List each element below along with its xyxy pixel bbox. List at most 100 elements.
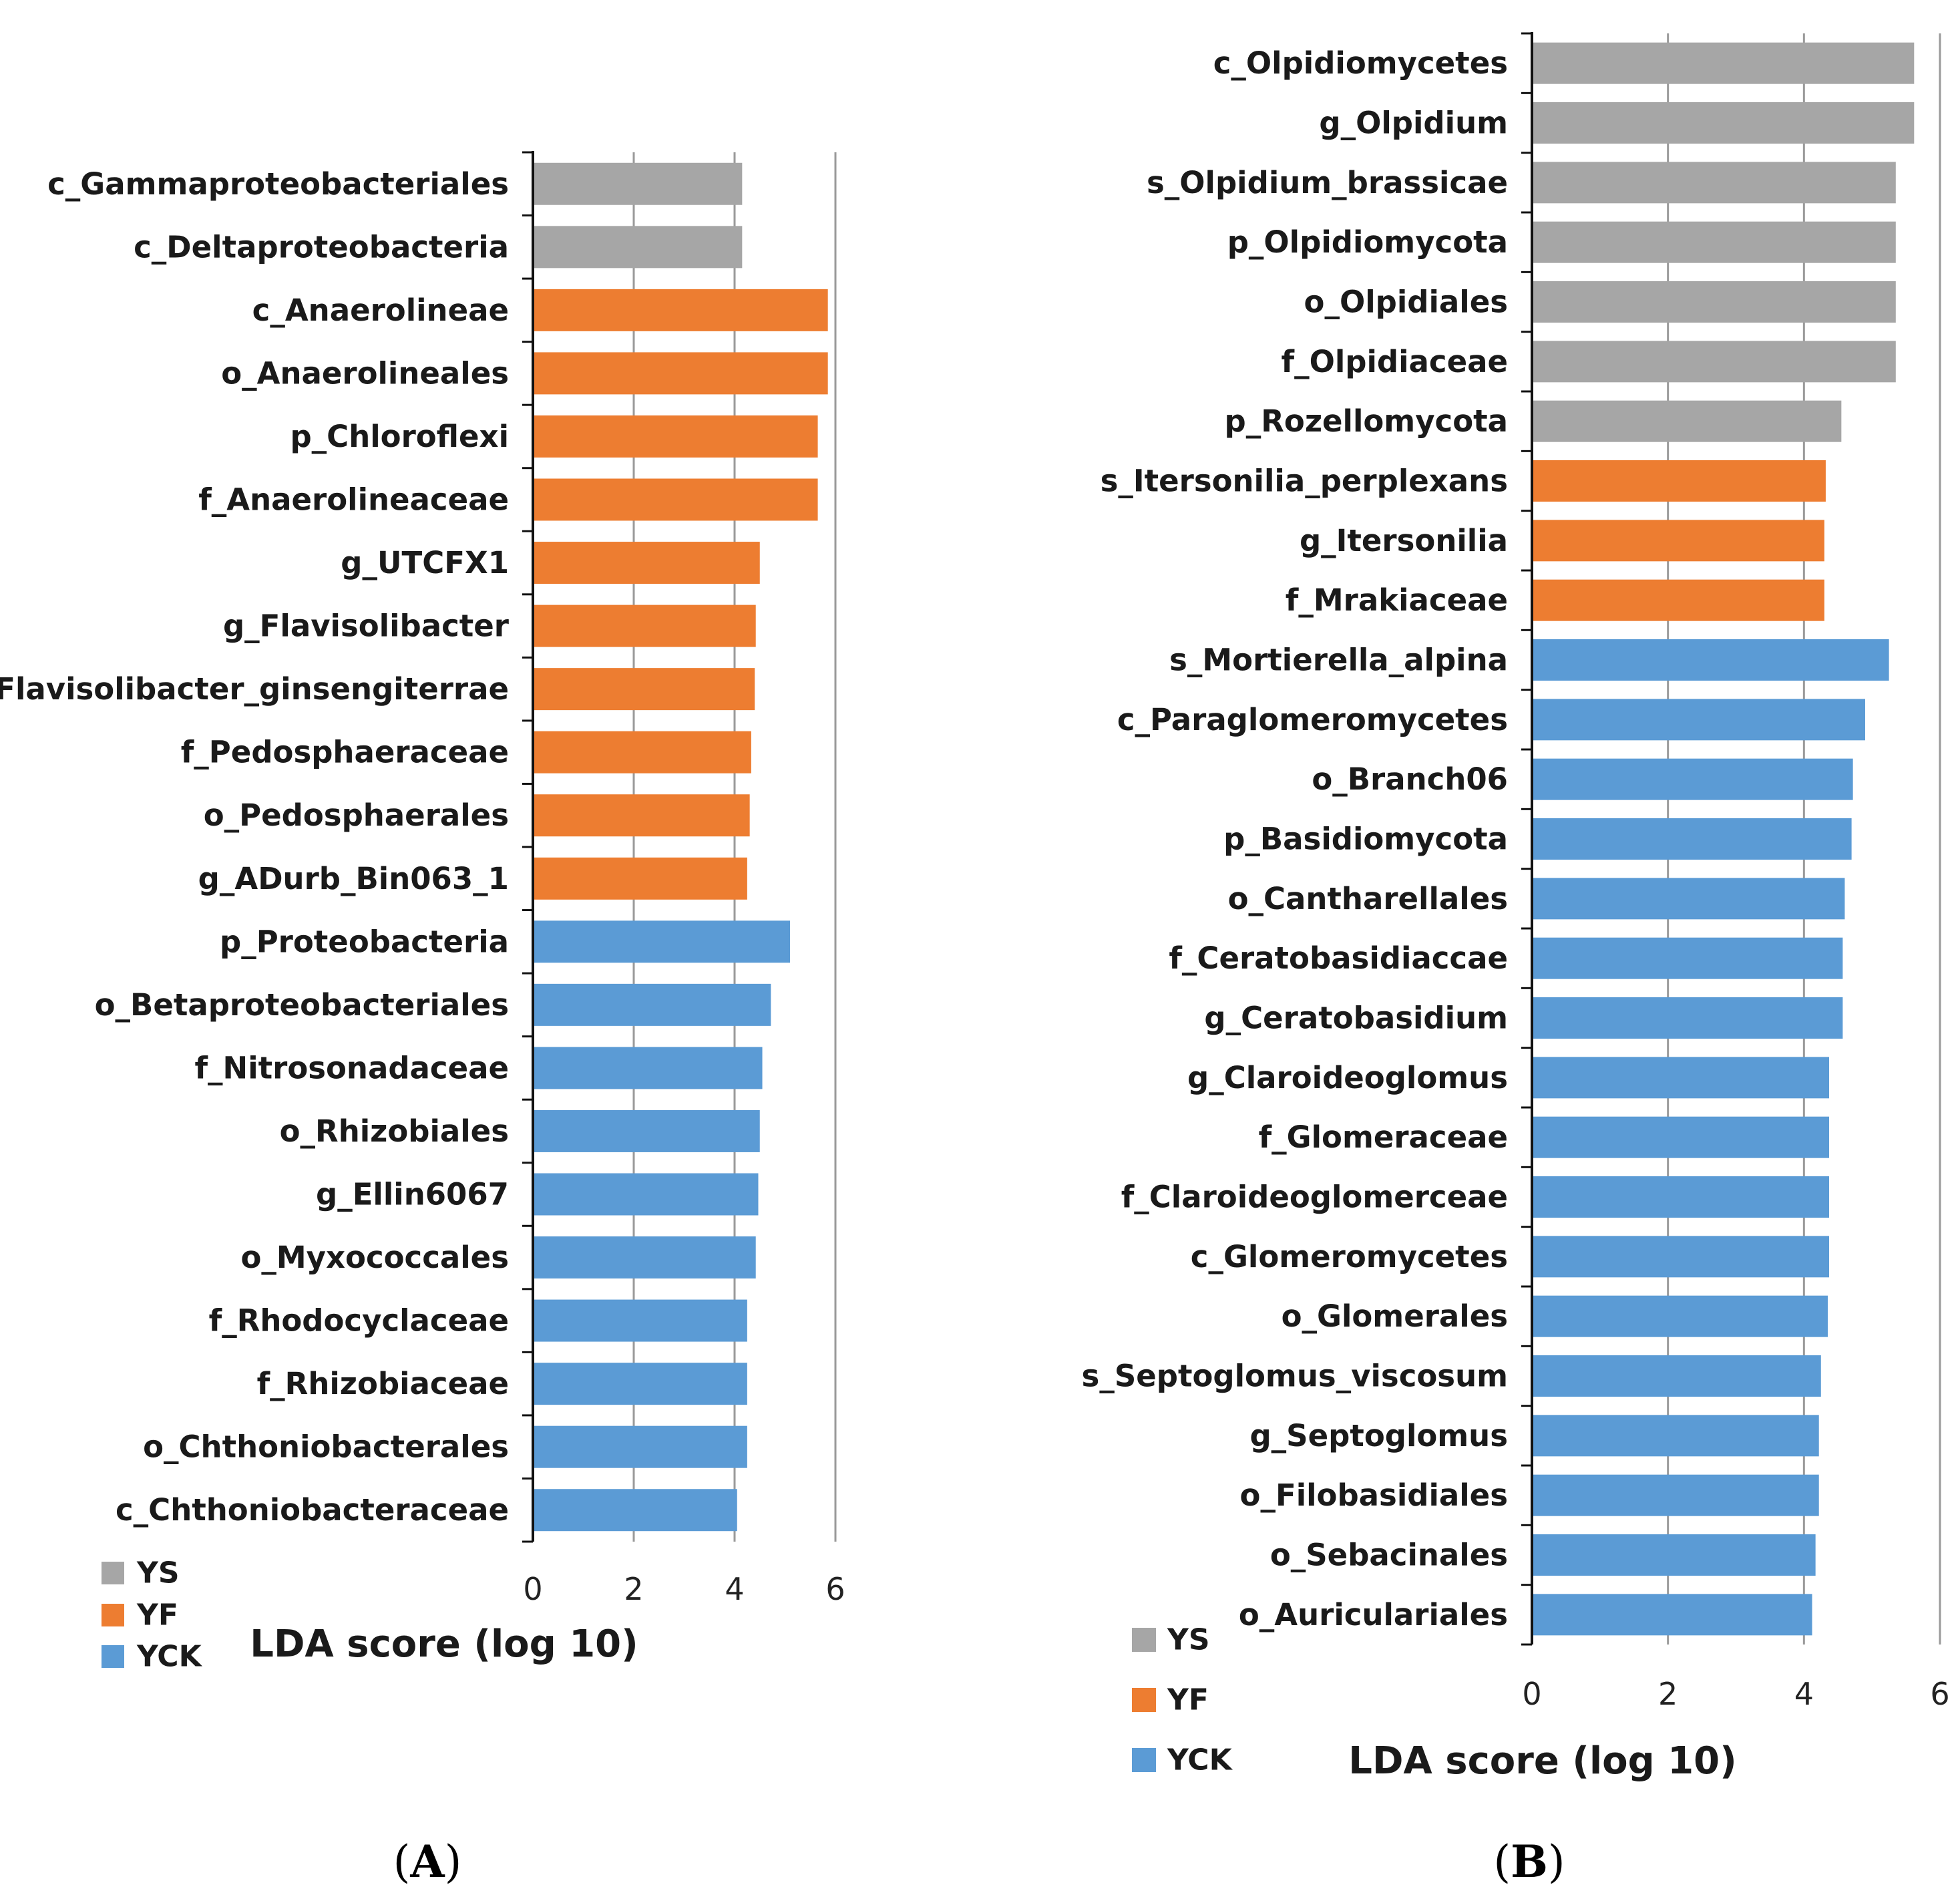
category-label-a-6: g_UTCFX1 (341, 545, 509, 580)
category-label-b-17: g_Claroideoglomus (1187, 1060, 1508, 1095)
bar-a-14 (533, 1047, 763, 1089)
category-label-a-20: o_Chthoniobacterales (143, 1429, 509, 1465)
x-tick-label-a-1: 2 (624, 1571, 643, 1607)
bar-b-16 (1532, 997, 1843, 1039)
bar-b-10 (1532, 639, 1889, 681)
bar-a-6 (533, 542, 760, 584)
bar-a-10 (533, 794, 750, 837)
x-tick-label-b-3: 6 (1930, 1676, 1949, 1712)
category-label-b-6: p_Rozellomycota (1225, 403, 1508, 439)
category-label-a-13: o_Betaproteobacteriales (95, 987, 509, 1023)
bar-b-6 (1532, 400, 1842, 442)
legend-swatch-b-0 (1132, 1628, 1156, 1652)
bar-a-13 (533, 983, 771, 1026)
category-label-b-25: o_Sebacinales (1270, 1538, 1508, 1573)
bar-a-0 (533, 162, 743, 205)
bar-b-11 (1532, 699, 1865, 741)
category-label-a-9: f_Pedosphaeraceae (181, 735, 509, 770)
panel-label-b: (B) (1493, 1836, 1565, 1888)
bar-b-1 (1532, 102, 1915, 144)
category-label-b-24: o_Filobasidiales (1240, 1478, 1508, 1513)
legend-label-a-2: YCK (136, 1640, 203, 1674)
category-label-a-2: c_Anaerolineae (252, 293, 509, 328)
bar-b-12 (1532, 758, 1853, 800)
category-label-b-2: s_Olpidium_brassicae (1147, 165, 1508, 200)
category-label-a-18: f_Rhodocyclaceae (209, 1303, 509, 1339)
bar-b-4 (1532, 281, 1896, 323)
category-label-a-8: s_Flavisolibacter_ginsengiterrae (0, 671, 509, 707)
bar-a-1 (533, 226, 743, 269)
category-label-a-14: f_Nitrosonadaceae (194, 1050, 509, 1085)
x-tick-label-b-1: 2 (1658, 1676, 1678, 1712)
category-label-b-10: s_Mortierella_alpina (1169, 643, 1508, 678)
category-label-b-21: o_Glomerales (1282, 1299, 1508, 1334)
bar-b-23 (1532, 1415, 1819, 1457)
category-label-a-10: o_Pedosphaerales (204, 798, 509, 833)
bar-a-18 (533, 1299, 747, 1342)
bar-a-21 (533, 1489, 737, 1532)
bar-b-14 (1532, 878, 1845, 920)
legend-label-a-0: YS (136, 1556, 180, 1590)
category-label-b-16: g_Ceratobasidium (1204, 1001, 1508, 1036)
category-label-b-11: c_Paraglomeromycetes (1117, 702, 1508, 737)
bar-b-25 (1532, 1534, 1816, 1576)
legend-label-b-0: YS (1167, 1623, 1210, 1657)
legend-swatch-a-0 (102, 1562, 124, 1584)
bar-b-21 (1532, 1295, 1828, 1337)
bar-b-18 (1532, 1116, 1830, 1158)
panel-label-a: (A) (393, 1836, 462, 1888)
category-label-b-5: f_Olpidiaceae (1282, 344, 1508, 379)
category-label-b-0: c_Olpidiomycetes (1213, 45, 1508, 81)
category-label-a-21: c_Chthoniobacteraceae (116, 1492, 509, 1528)
category-label-b-7: s_Itersonilia_perplexans (1101, 464, 1508, 499)
category-label-a-1: c_Deltaproteobacteria (134, 229, 509, 265)
x-axis-title-b: LDA score (log 10) (1348, 1739, 1736, 1783)
category-label-a-0: c_Gammaproteobacteriales (47, 166, 509, 202)
category-label-a-5: f_Anaerolineaceae (198, 482, 509, 518)
bar-a-2 (533, 289, 828, 331)
bar-b-0 (1532, 42, 1915, 84)
legend-label-b-1: YF (1167, 1683, 1209, 1717)
category-label-b-8: g_Itersonilia (1300, 523, 1508, 558)
category-label-b-15: f_Ceratobasidiaccae (1169, 940, 1508, 976)
category-label-b-20: c_Glomeromycetes (1191, 1239, 1508, 1274)
bar-a-4 (533, 415, 818, 458)
bar-a-9 (533, 731, 751, 773)
category-label-b-4: o_Olpidiales (1304, 285, 1508, 320)
bar-a-3 (533, 352, 828, 395)
category-label-a-19: f_Rhizobiaceae (257, 1366, 509, 1401)
category-label-a-12: p_Proteobacteria (220, 924, 509, 959)
category-label-a-17: o_Myxococcales (240, 1240, 509, 1275)
x-tick-label-b-2: 4 (1794, 1676, 1814, 1712)
bar-b-22 (1532, 1355, 1821, 1397)
bar-b-15 (1532, 937, 1843, 979)
category-label-b-19: f_Claroideoglomerceae (1121, 1180, 1508, 1215)
category-label-a-15: o_Rhizobiales (280, 1113, 509, 1149)
bar-a-19 (533, 1363, 747, 1405)
legend-label-a-1: YF (136, 1598, 178, 1632)
category-label-b-14: o_Cantharellales (1228, 881, 1508, 916)
bar-a-12 (533, 920, 791, 963)
category-label-a-4: p_Chloroflexi (290, 419, 509, 454)
bar-a-15 (533, 1109, 760, 1152)
legend-label-b-2: YCK (1167, 1743, 1233, 1777)
category-label-b-1: g_Olpidium (1319, 106, 1508, 141)
legend-swatch-a-2 (102, 1645, 124, 1668)
category-label-b-18: f_Glomeraceae (1259, 1119, 1508, 1155)
bar-b-3 (1532, 221, 1896, 263)
x-axis-title-a: LDA score (log 10) (250, 1622, 638, 1666)
bar-b-13 (1532, 818, 1852, 860)
bar-b-2 (1532, 162, 1896, 204)
category-label-a-11: g_ADurb_Bin063_1 (198, 861, 509, 896)
category-label-a-16: g_Ellin6067 (316, 1177, 509, 1212)
bar-b-7 (1532, 460, 1826, 502)
bar-a-5 (533, 478, 818, 521)
bar-a-11 (533, 857, 747, 900)
bar-a-17 (533, 1236, 756, 1279)
bar-a-7 (533, 605, 756, 647)
bar-a-16 (533, 1173, 759, 1216)
category-label-b-9: f_Mrakiaceae (1286, 582, 1508, 618)
bar-b-20 (1532, 1236, 1830, 1278)
bar-b-24 (1532, 1474, 1819, 1516)
